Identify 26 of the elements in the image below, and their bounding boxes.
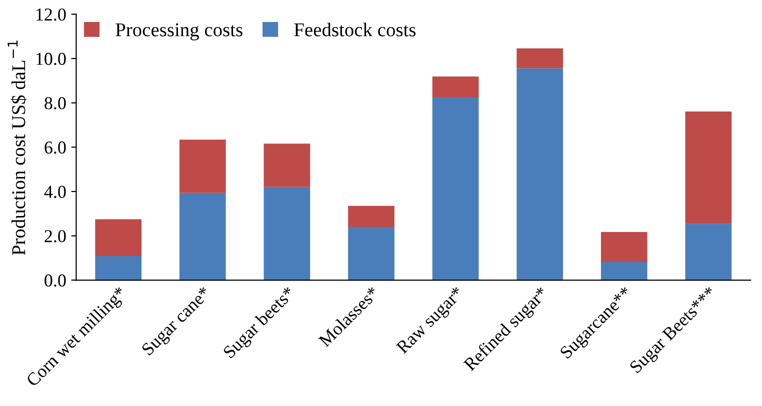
bar bbox=[685, 111, 732, 224]
y-tick-label: 2.0 bbox=[44, 230, 66, 242]
bar bbox=[95, 256, 142, 280]
y-axis-title: Production cost US$ daL$^{−1}$ bbox=[8, 40, 27, 256]
bar bbox=[95, 219, 142, 256]
bar bbox=[516, 68, 564, 280]
bar bbox=[516, 48, 564, 68]
bar bbox=[432, 98, 479, 280]
y-tick-label: 4.0 bbox=[44, 186, 66, 198]
legend-label: Processing costs bbox=[116, 23, 242, 40]
y-tick-label: 0.0 bbox=[44, 274, 66, 287]
bar bbox=[432, 76, 479, 98]
bar bbox=[685, 224, 732, 280]
bar bbox=[264, 186, 310, 280]
y-tick-label: 6.0 bbox=[44, 141, 66, 154]
bar bbox=[264, 144, 310, 187]
bar bbox=[600, 232, 648, 262]
y-tick-label: 10.0 bbox=[36, 52, 66, 66]
bar bbox=[348, 206, 394, 227]
bar bbox=[600, 262, 648, 280]
bar bbox=[179, 140, 226, 193]
y-tick-label: 8.0 bbox=[44, 97, 66, 110]
y-tick-label: 12.0 bbox=[36, 8, 66, 21]
bar bbox=[179, 192, 226, 280]
bar bbox=[348, 226, 394, 280]
legend-label: Feedstock costs bbox=[294, 22, 416, 36]
